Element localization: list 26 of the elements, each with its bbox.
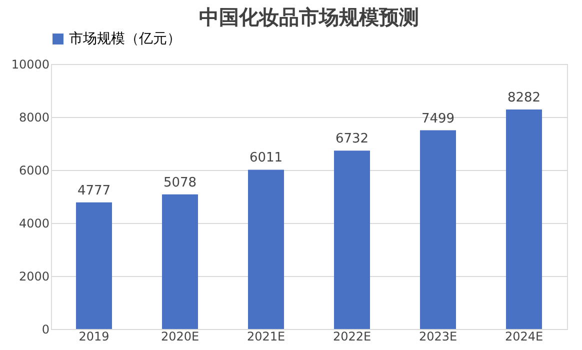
y-tick-label: 2000 <box>18 270 50 284</box>
bar <box>506 110 542 329</box>
y-tick-label: 4000 <box>18 216 50 230</box>
x-tick-label: 2020E <box>160 330 200 344</box>
data-label: 7499 <box>421 111 455 126</box>
bar <box>248 170 284 329</box>
chart-title: 中国化妆品市场规模预测 <box>199 5 419 29</box>
x-tick-label: 2021E <box>246 330 286 344</box>
y-tick-label: 10000 <box>11 58 50 72</box>
data-label: 6011 <box>249 150 283 166</box>
data-label: 5078 <box>163 175 197 190</box>
y-tick-label: 8000 <box>18 110 50 124</box>
bar <box>334 150 370 329</box>
data-label: 4777 <box>77 183 111 198</box>
data-label: 6732 <box>335 132 369 147</box>
y-tick-label: 6000 <box>18 164 50 178</box>
x-tick-label: 2019 <box>78 330 110 344</box>
bar <box>162 194 198 329</box>
y-tick-label: 0 <box>42 322 50 336</box>
legend-label: 市场规模（亿元） <box>69 31 181 47</box>
data-label: 8282 <box>507 90 541 106</box>
x-tick-label: 2024E <box>504 330 544 344</box>
bar <box>420 130 456 329</box>
bar <box>76 202 112 329</box>
x-tick-label: 2022E <box>332 330 372 344</box>
x-tick-label: 2023E <box>418 330 458 344</box>
